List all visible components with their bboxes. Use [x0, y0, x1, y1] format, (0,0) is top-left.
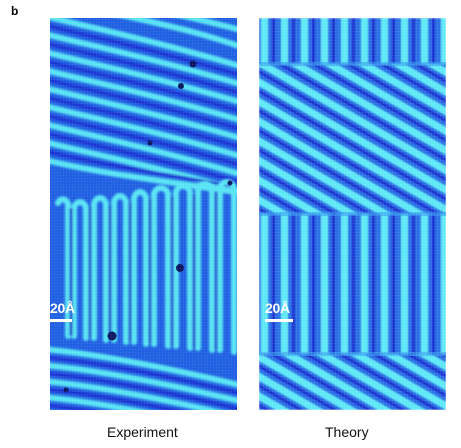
theory-atomic-texture [259, 18, 446, 410]
theory-scale-bar [265, 319, 293, 322]
experiment-scale-bar-label: 20Å [50, 300, 75, 316]
theory-simulated-image: 20Å [259, 18, 446, 410]
theory-image-svg [259, 18, 446, 410]
experiment-atomic-texture [50, 18, 237, 410]
experiment-stm-image: 20Å [50, 18, 237, 410]
experiment-caption: Experiment [107, 424, 178, 440]
experiment-scale-bar [50, 319, 72, 322]
panel-letter: b [11, 4, 19, 18]
experiment-image-svg [50, 18, 237, 410]
theory-scale-bar-label: 20Å [265, 300, 290, 316]
theory-caption: Theory [325, 424, 369, 440]
